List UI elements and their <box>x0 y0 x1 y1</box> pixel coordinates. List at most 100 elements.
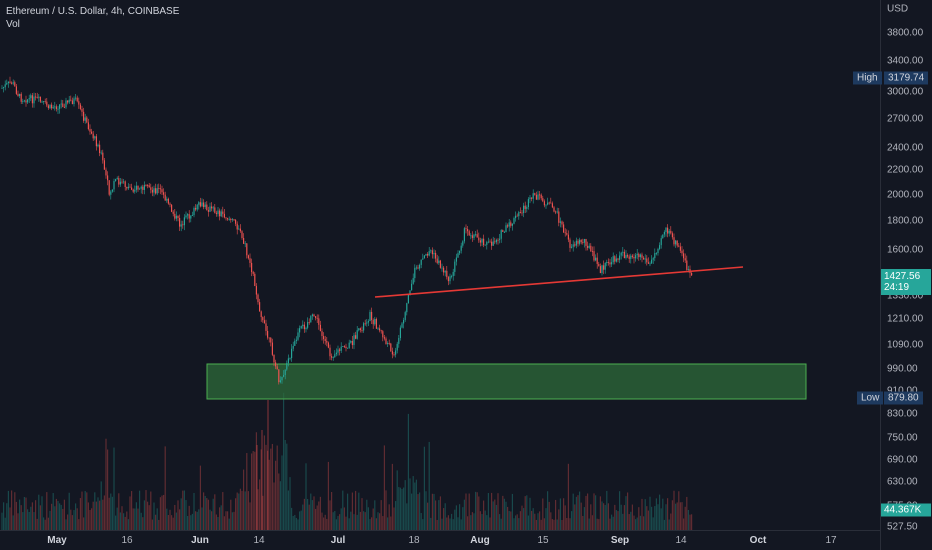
candle-body <box>569 239 571 248</box>
candle-body <box>71 100 73 104</box>
volume-bar <box>497 493 499 530</box>
price-tick: 690.00 <box>887 454 918 466</box>
candle-body <box>668 230 670 234</box>
candle-body <box>183 217 185 226</box>
volume-bar <box>54 506 56 530</box>
volume-bar <box>475 491 477 530</box>
candle-body <box>159 188 161 190</box>
volume-bar <box>187 515 189 530</box>
candle-body <box>457 253 459 258</box>
candle-body <box>167 198 169 204</box>
candle-body <box>49 104 51 109</box>
volume-bar <box>51 503 53 530</box>
volume-bar <box>431 493 433 530</box>
volume-bar <box>287 490 289 530</box>
time-tick: Aug <box>470 535 490 546</box>
candle-body <box>254 273 256 287</box>
candle-body <box>639 254 641 258</box>
volume-bar <box>427 502 429 530</box>
volume-bar <box>15 501 17 530</box>
volume-bar <box>457 517 459 530</box>
candle-body <box>287 358 289 364</box>
candle-body <box>582 242 584 243</box>
volume-bar <box>596 518 598 530</box>
volume-bar <box>462 507 464 530</box>
volume-bar <box>366 499 368 530</box>
volume-bar <box>145 490 147 530</box>
candle-body <box>460 245 462 251</box>
support-zone[interactable] <box>206 363 807 400</box>
volume-bar <box>132 508 134 530</box>
candle-body <box>503 231 505 233</box>
volume-bar <box>563 498 565 530</box>
volume-bar <box>671 500 673 530</box>
candle-body <box>479 240 481 243</box>
candle-body <box>351 340 353 346</box>
volume-bar <box>665 504 667 530</box>
time-axis[interactable]: May 16 Jun 14 Jul 18 Aug 15 Sep 14 Oct 1… <box>0 530 880 550</box>
candle-body <box>406 303 408 313</box>
volume-bar <box>585 495 587 530</box>
volume-bar <box>127 519 129 530</box>
candle-body <box>451 276 453 277</box>
candle-body <box>231 219 233 221</box>
candle-body <box>327 342 329 348</box>
candle-body <box>371 311 373 320</box>
volume-bar <box>249 502 251 530</box>
candle-body <box>683 253 685 259</box>
volume-bar <box>617 511 619 530</box>
candle-body <box>12 82 14 84</box>
candle-body <box>41 101 43 103</box>
candle-body <box>315 316 317 318</box>
volume-bar <box>542 498 544 530</box>
candle-body <box>135 185 137 190</box>
candle-body <box>75 97 77 99</box>
volume-bar <box>147 501 149 530</box>
volume-bar <box>164 446 166 530</box>
volume-legend[interactable]: Vol <box>6 19 20 30</box>
symbol-title[interactable]: Ethereum / U.S. Dollar, 4h, COINBASE <box>6 6 180 17</box>
volume-bar <box>143 500 145 530</box>
candle-body <box>649 263 651 265</box>
candle-body <box>137 185 139 190</box>
volume-bar <box>513 518 515 530</box>
volume-bar <box>531 510 533 530</box>
candle-body <box>436 258 438 263</box>
candle-body <box>419 264 421 269</box>
volume-bar <box>559 498 561 530</box>
candlestick-chart[interactable] <box>0 0 880 530</box>
volume-bar <box>316 505 318 530</box>
volume-bar <box>647 510 649 530</box>
volume-bar <box>454 509 456 530</box>
volume-bar <box>491 492 493 530</box>
volume-bar <box>331 491 333 530</box>
candle-body <box>105 169 107 176</box>
volume-bar <box>41 496 43 530</box>
candle-body <box>580 239 582 243</box>
volume-bar <box>399 487 401 530</box>
candle-body <box>127 186 129 189</box>
candle-body <box>259 302 261 312</box>
candle-body <box>190 215 192 219</box>
trendline[interactable] <box>374 266 744 298</box>
volume-bar <box>385 490 387 530</box>
volume-bar <box>343 507 345 530</box>
volume-bar <box>407 413 409 530</box>
candle-body <box>652 258 654 260</box>
candle-body <box>223 213 225 218</box>
volume-bar <box>612 516 614 530</box>
candle-body <box>396 343 398 351</box>
candle-body <box>691 273 693 276</box>
candle-body <box>598 263 600 267</box>
candle-body <box>543 201 545 206</box>
candle-body <box>468 231 470 236</box>
volume-bar <box>515 515 517 530</box>
volume-bar <box>630 511 632 530</box>
price-tick: 3000.00 <box>887 86 924 98</box>
volume-bar <box>382 516 384 530</box>
candle-body <box>43 101 45 102</box>
volume-bar <box>102 499 104 530</box>
volume-bar <box>59 503 61 530</box>
candle-body <box>679 246 681 251</box>
time-tick: 15 <box>537 535 549 546</box>
